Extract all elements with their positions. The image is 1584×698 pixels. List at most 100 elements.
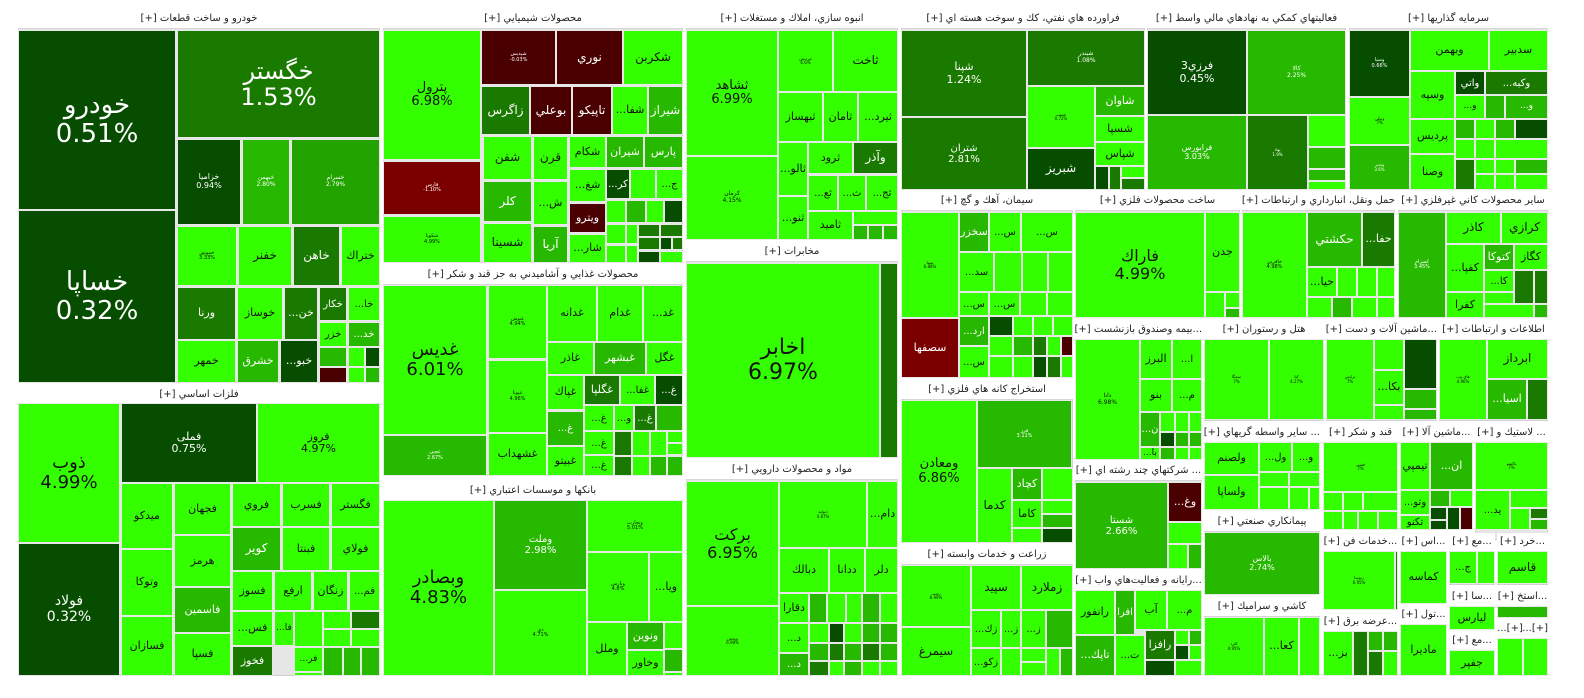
stock-tile[interactable]: شپديس -0.03% — [481, 30, 556, 85]
stock-tile[interactable]: شكام — [569, 136, 606, 168]
stock-tile[interactable]: شپاس — [1095, 142, 1145, 166]
stock-tile[interactable]: خموتور 3.33% — [177, 226, 237, 286]
stock-tile[interactable]: وخاور — [627, 650, 664, 676]
stock-tile[interactable]: شفا... — [612, 86, 648, 135]
stock-tile[interactable]: بوعلي — [530, 86, 572, 135]
stock-tile-small[interactable] — [1450, 490, 1473, 507]
stock-tile-small[interactable] — [1001, 648, 1021, 676]
stock-tile[interactable]: غاذر — [547, 342, 594, 375]
stock-tile[interactable]: رافزا — [1145, 630, 1175, 660]
stock-tile-small[interactable] — [638, 237, 660, 250]
stock-tile[interactable]: شسينا — [483, 223, 532, 263]
stock-tile-small[interactable] — [650, 431, 667, 456]
sector-header[interactable]: ساخت محصولات فلزي [+] — [1075, 192, 1240, 211]
stock-tile[interactable]: غ... — [584, 405, 614, 431]
stock-tile[interactable]: شيران — [606, 136, 644, 168]
stock-tile[interactable]: ثالو... — [778, 142, 808, 196]
stock-tile-small[interactable] — [1447, 507, 1460, 530]
stock-tile[interactable]: كر... — [606, 169, 630, 199]
stock-tile[interactable]: وملل — [587, 622, 627, 676]
stock-tile-small[interactable] — [1189, 412, 1202, 432]
stock-tile[interactable]: بركت 6.95% — [686, 481, 779, 606]
stock-tile-small[interactable] — [626, 245, 638, 263]
stock-tile[interactable]: رتوسا 6.95% — [1323, 551, 1395, 610]
stock-tile[interactable]: فارس -1.10% — [383, 161, 481, 215]
stock-tile-small[interactable] — [348, 347, 365, 367]
stock-tile[interactable]: بنو — [1140, 379, 1172, 412]
stock-tile[interactable]: ش... — [533, 181, 568, 225]
stock-tile[interactable]: غنوش 4.94% — [488, 285, 547, 359]
stock-tile[interactable]: سيتا 6.88% — [901, 212, 959, 318]
stock-tile[interactable]: ثرود — [808, 142, 853, 174]
stock-tile-small[interactable] — [1430, 520, 1447, 530]
stock-tile-small[interactable] — [294, 672, 323, 676]
stock-tile-small[interactable] — [664, 622, 683, 649]
stock-tile-small[interactable] — [1307, 297, 1332, 318]
stock-tile[interactable]: ورنا — [177, 287, 236, 340]
stock-tile-small[interactable] — [1042, 500, 1073, 514]
stock-tile-small[interactable] — [1175, 412, 1189, 432]
stock-tile[interactable]: غپونا 4.96% — [488, 360, 547, 433]
sector-header[interactable]: ...تول [+] — [1400, 606, 1447, 625]
stock-tile-small[interactable] — [1259, 487, 1289, 510]
stock-tile-small[interactable] — [1430, 490, 1450, 507]
stock-tile[interactable]: فاسمين — [174, 587, 231, 633]
stock-tile[interactable]: ز... — [1001, 610, 1021, 648]
stock-tile-small[interactable] — [989, 356, 1013, 378]
stock-tile-small[interactable] — [809, 593, 827, 623]
stock-tile[interactable]: و... — [1455, 95, 1485, 119]
stock-tile-small[interactable] — [1475, 174, 1495, 190]
stock-tile[interactable]: زك... — [971, 610, 1001, 648]
stock-tile[interactable]: ليارس — [1449, 606, 1495, 630]
stock-tile[interactable]: وسپا 0.66% — [1349, 30, 1410, 97]
stock-tile-small[interactable] — [638, 251, 660, 263]
stock-tile[interactable]: غ... — [547, 411, 584, 446]
stock-tile-small[interactable] — [664, 672, 683, 676]
stock-tile-small[interactable] — [1352, 297, 1377, 318]
stock-tile[interactable]: غ... — [655, 375, 683, 405]
stock-tile[interactable]: ا... — [1172, 339, 1202, 379]
sector-header[interactable]: استخراج كانه هاي فلزي [+] — [901, 381, 1073, 400]
stock-tile-small[interactable] — [1455, 139, 1475, 159]
stock-tile[interactable]: تاپيكو — [572, 86, 612, 135]
stock-tile[interactable]: شتران 2.81% — [901, 117, 1027, 190]
stock-tile-small[interactable] — [1189, 630, 1202, 645]
stock-tile-small[interactable] — [1460, 507, 1473, 530]
stock-tile-small[interactable] — [1160, 447, 1175, 460]
stock-tile[interactable]: فخوز — [232, 646, 273, 676]
stock-tile[interactable]: وتجارت 5.01% — [587, 500, 683, 552]
stock-tile-small[interactable] — [1042, 528, 1073, 543]
stock-tile-small[interactable] — [606, 200, 626, 223]
stock-tile-small[interactable] — [1383, 651, 1398, 676]
stock-tile[interactable]: فسپا — [174, 633, 231, 676]
stock-tile-small[interactable] — [880, 263, 898, 458]
sector-header[interactable]: محصولات غذايي و آشاميدني به جز قند و شكر… — [383, 266, 683, 285]
sector-header[interactable]: ...مع [+] — [1449, 632, 1495, 651]
stock-tile-small[interactable] — [1189, 645, 1202, 660]
stock-tile[interactable]: كرمان 4.15% — [686, 156, 778, 240]
stock-tile-small[interactable] — [294, 611, 323, 647]
stock-tile[interactable]: قاسم — [1497, 551, 1548, 584]
stock-tile-small[interactable] — [664, 649, 683, 672]
stock-tile-small[interactable] — [1175, 432, 1189, 447]
stock-tile[interactable]: رانفور — [1075, 590, 1115, 635]
stock-tile-small[interactable] — [650, 456, 667, 476]
stock-tile[interactable]: شبريز — [1027, 148, 1095, 190]
stock-tile[interactable]: زاگرس — [481, 86, 530, 135]
stock-tile-small[interactable] — [1514, 270, 1534, 304]
stock-tile[interactable]: ارد... — [959, 316, 989, 346]
stock-tile[interactable]: شپنا 1.24% — [901, 30, 1027, 117]
stock-tile-small[interactable] — [1175, 447, 1189, 460]
sector-header[interactable]: مواد و محصولات دارويي [+] — [686, 461, 898, 480]
stock-tile-small[interactable] — [1353, 631, 1368, 676]
stock-tile-small[interactable] — [1515, 119, 1548, 139]
stock-tile-small[interactable] — [1308, 147, 1346, 169]
stock-tile-small[interactable] — [1374, 339, 1404, 370]
stock-tile[interactable]: ويا... — [649, 552, 683, 622]
stock-tile[interactable]: خودرو 0.51% — [18, 30, 176, 210]
stock-tile[interactable]: ن... — [1140, 412, 1160, 447]
stock-tile[interactable]: خگستر 1.53% — [177, 30, 380, 138]
stock-tile[interactable]: نهاد 1.9% — [1247, 115, 1308, 190]
stock-tile-small[interactable] — [1053, 316, 1073, 336]
stock-tile[interactable]: فولاد 0.32% — [18, 543, 120, 676]
